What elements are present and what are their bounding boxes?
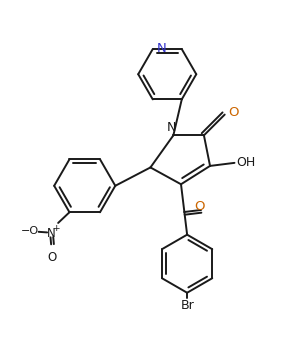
Text: −O: −O	[20, 226, 38, 236]
Text: N: N	[156, 42, 166, 55]
Text: O: O	[47, 251, 56, 264]
Text: +: +	[52, 224, 60, 233]
Text: OH: OH	[236, 156, 255, 169]
Text: Br: Br	[181, 299, 195, 312]
Text: N: N	[167, 121, 177, 134]
Text: O: O	[194, 200, 205, 213]
Text: O: O	[228, 106, 238, 119]
Text: N: N	[47, 226, 56, 239]
